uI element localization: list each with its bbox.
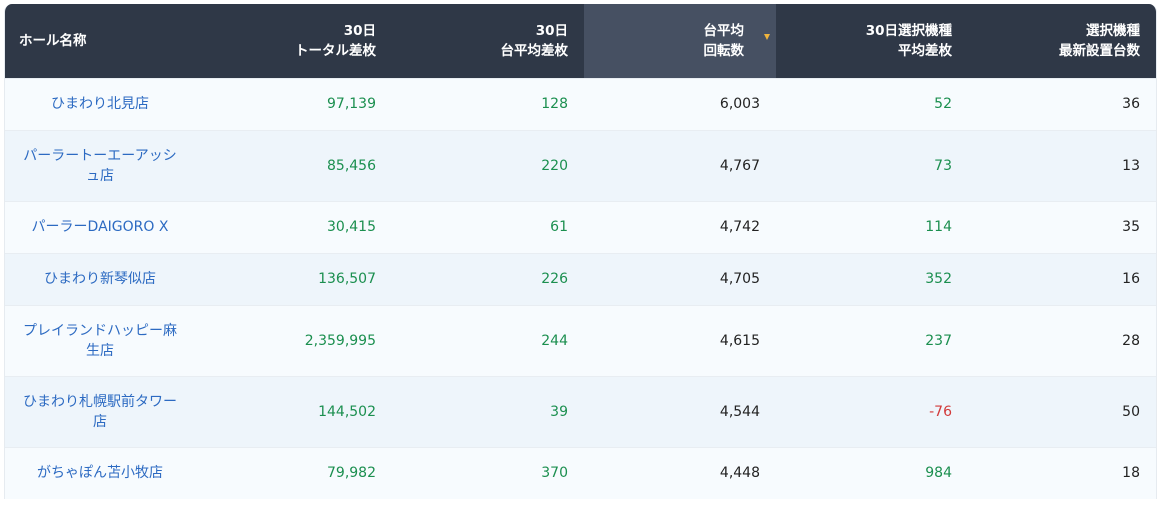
avg-diff-cell: 220 — [541, 157, 568, 174]
table-row: ひまわり新琴似店 136,507 226 4,705 352 16 — [5, 253, 1156, 305]
hall-name-link[interactable]: プレイランドハッピー麻生店 — [23, 322, 177, 359]
selected-avg-diff-cell: -76 — [929, 403, 952, 420]
avg-diff-cell: 244 — [541, 332, 568, 349]
total-diff-cell: 79,982 — [327, 465, 376, 482]
avg-diff-cell: 226 — [541, 271, 568, 287]
avg-spins-cell: 4,544 — [719, 403, 760, 420]
table-row: パーラーDAIGORO X 30,415 61 4,742 114 35 — [5, 201, 1156, 253]
avg-diff-cell: 370 — [541, 465, 568, 482]
table-row: ひまわり札幌駅前タワー店 144,502 39 4,544 -76 50 — [5, 376, 1156, 447]
hall-name-link[interactable]: がちゃぽん苫小牧店 — [37, 465, 163, 482]
total-diff-cell: 97,139 — [327, 96, 376, 112]
column-header-avg-diff[interactable]: 30日 台平均差枚 — [392, 4, 584, 78]
hall-ranking-table: ホール名称 30日 トータル差枚 30日 台平均差枚 台平均 回転数 30日選択… — [5, 4, 1156, 499]
total-diff-cell: 85,456 — [327, 157, 376, 174]
total-diff-cell: 2,359,995 — [304, 332, 376, 349]
table-row: がちゃぽん苫小牧店 79,982 370 4,448 984 18 — [5, 447, 1156, 499]
table-row: パーラートーエーアッシュ店 85,456 220 4,767 73 13 — [5, 130, 1156, 201]
hall-name-link[interactable]: ひまわり北見店 — [51, 96, 149, 112]
selected-machines-cell: 35 — [1122, 219, 1140, 235]
hall-ranking-table-container: ホール名称 30日 トータル差枚 30日 台平均差枚 台平均 回転数 30日選択… — [4, 4, 1157, 499]
header-label-line2: 平均差枚 — [898, 42, 952, 59]
total-diff-cell: 30,415 — [327, 219, 376, 235]
header-label-line1: 30日 — [535, 22, 568, 39]
total-diff-cell: 136,507 — [318, 271, 376, 287]
header-label-line1: 台平均 — [703, 22, 745, 39]
header-label-line2: 台平均差枚 — [500, 42, 569, 59]
sort-desc-icon — [764, 34, 770, 40]
selected-machines-cell: 50 — [1122, 403, 1140, 420]
selected-machines-cell: 13 — [1122, 157, 1140, 174]
hall-name-link[interactable]: ひまわり札幌駅前タワー店 — [23, 393, 177, 430]
header-label-line2: トータル差枚 — [295, 42, 376, 59]
header-label-line1: 30日 — [343, 22, 376, 39]
column-header-selected-avg-diff[interactable]: 30日選択機種 平均差枚 — [776, 4, 968, 78]
hall-name-link[interactable]: ひまわり新琴似店 — [44, 271, 156, 287]
avg-spins-cell: 4,615 — [719, 332, 760, 349]
avg-diff-cell: 128 — [541, 96, 568, 112]
hall-name-link[interactable]: パーラートーエーアッシュ店 — [23, 147, 177, 184]
avg-diff-cell: 61 — [550, 219, 568, 235]
selected-machines-cell: 18 — [1122, 465, 1140, 482]
header-label-line1: 選択機種 — [1086, 22, 1140, 39]
column-header-total-diff[interactable]: 30日 トータル差枚 — [195, 4, 392, 78]
selected-avg-diff-cell: 352 — [925, 271, 952, 287]
avg-spins-cell: 4,742 — [719, 219, 760, 235]
selected-machines-cell: 36 — [1122, 96, 1140, 112]
header-label: ホール名称 — [19, 32, 87, 49]
column-header-avg-spins[interactable]: 台平均 回転数 — [584, 4, 776, 78]
selected-machines-cell: 16 — [1122, 271, 1140, 287]
avg-diff-cell: 39 — [550, 403, 568, 420]
selected-machines-cell: 28 — [1122, 332, 1140, 349]
selected-avg-diff-cell: 237 — [925, 332, 952, 349]
header-label-line2: 回転数 — [703, 42, 745, 59]
avg-spins-cell: 4,767 — [719, 157, 760, 174]
selected-avg-diff-cell: 52 — [934, 96, 952, 112]
selected-avg-diff-cell: 73 — [934, 157, 952, 174]
total-diff-cell: 144,502 — [318, 403, 376, 420]
header-label-line1: 30日選択機種 — [865, 22, 952, 39]
table-header-row: ホール名称 30日 トータル差枚 30日 台平均差枚 台平均 回転数 30日選択… — [5, 4, 1156, 78]
table-row: プレイランドハッピー麻生店 2,359,995 244 4,615 237 28 — [5, 305, 1156, 376]
avg-spins-cell: 4,705 — [719, 271, 760, 287]
selected-avg-diff-cell: 984 — [925, 465, 952, 482]
avg-spins-cell: 6,003 — [719, 96, 760, 112]
column-header-selected-machines[interactable]: 選択機種 最新設置台数 — [968, 4, 1156, 78]
header-label-line2: 最新設置台数 — [1059, 42, 1140, 59]
hall-name-link[interactable]: パーラーDAIGORO X — [31, 219, 169, 235]
selected-avg-diff-cell: 114 — [925, 219, 952, 235]
table-row: ひまわり北見店 97,139 128 6,003 52 36 — [5, 78, 1156, 130]
column-header-hall-name[interactable]: ホール名称 — [5, 4, 195, 78]
avg-spins-cell: 4,448 — [719, 465, 760, 482]
